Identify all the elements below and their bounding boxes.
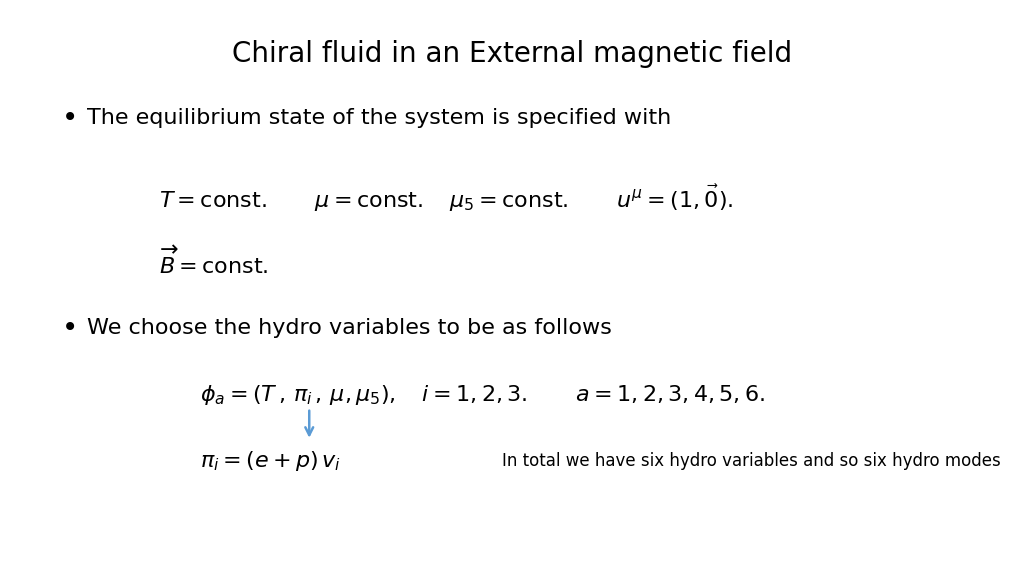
Text: $\pi_i = (e + p)\, v_i$: $\pi_i = (e + p)\, v_i$ bbox=[200, 449, 341, 473]
Text: We choose the hydro variables to be as follows: We choose the hydro variables to be as f… bbox=[87, 319, 612, 338]
Text: •: • bbox=[61, 104, 78, 132]
Text: In total we have six hydro variables and so six hydro modes: In total we have six hydro variables and… bbox=[502, 452, 1000, 470]
Text: The equilibrium state of the system is specified with: The equilibrium state of the system is s… bbox=[87, 108, 672, 128]
Text: $T = \mathrm{const.}$$\qquad \mu = \mathrm{const.}$$\quad \mu_5 = \mathrm{const.: $T = \mathrm{const.}$$\qquad \mu = \math… bbox=[159, 183, 733, 214]
Text: •: • bbox=[61, 314, 78, 342]
Text: $\overrightarrow{B} = \mathrm{const.}$: $\overrightarrow{B} = \mathrm{const.}$ bbox=[159, 246, 268, 278]
Text: $\phi_a = (T\,,\, \pi_i\,,\, \mu, \mu_5),$$\quad i = 1, 2, 3. \qquad a = 1, 2, 3: $\phi_a = (T\,,\, \pi_i\,,\, \mu, \mu_5)… bbox=[200, 382, 765, 407]
Text: Chiral fluid in an External magnetic field: Chiral fluid in an External magnetic fie… bbox=[232, 40, 792, 69]
